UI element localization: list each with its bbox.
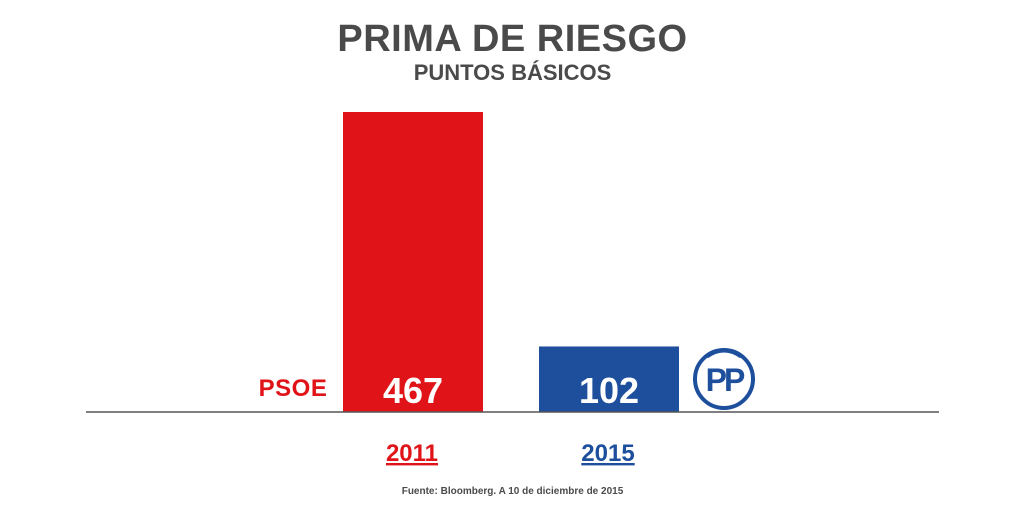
psoe-label: PSOE (259, 375, 328, 402)
bar-2015 (539, 346, 679, 412)
bar-2011 (343, 112, 483, 412)
bar-value-label-2011: 467 (383, 370, 443, 411)
chart-subtitle: PUNTOS BÁSICOS (413, 60, 612, 85)
chart-title: PRIMA DE RIESGO (337, 18, 688, 60)
x-tick-label-2011: 2011 (386, 440, 438, 467)
bar-chart: 467 2011 102 2015 PSOE PP (86, 112, 939, 467)
x-tick-label-2015: 2015 (581, 440, 634, 467)
pp-logo-icon: PP (693, 348, 755, 410)
source-note: Fuente: Bloomberg. A 10 de diciembre de … (401, 486, 624, 497)
bar-value-label-2015: 102 (579, 370, 639, 411)
pp-logo-text: PP (706, 362, 745, 398)
